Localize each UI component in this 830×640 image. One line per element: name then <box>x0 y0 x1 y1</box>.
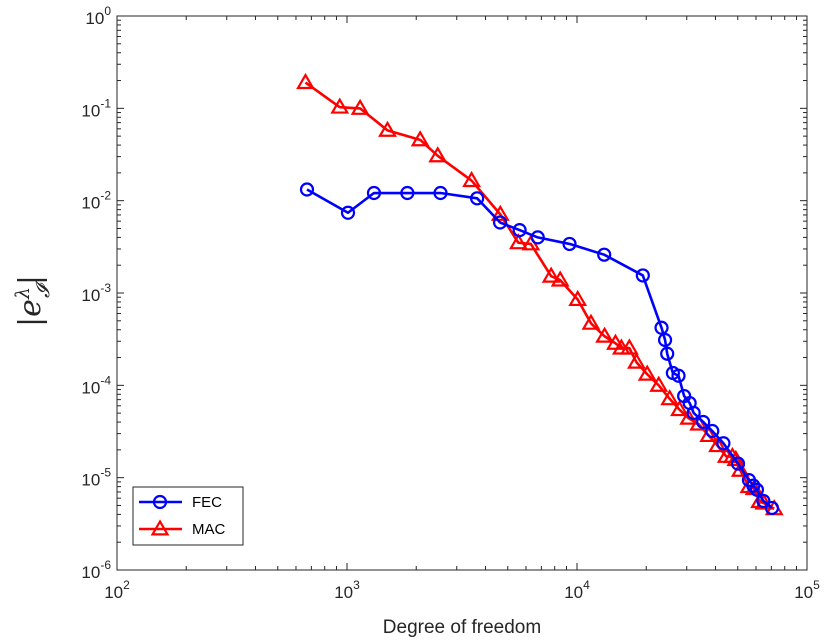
series-fec <box>299 182 780 516</box>
y-tick-label: 10-4 <box>81 373 111 397</box>
fec-point <box>635 268 650 283</box>
x-tick-label: 104 <box>564 578 590 602</box>
data-series <box>296 72 784 516</box>
fec-point <box>671 368 686 383</box>
y-label-base: e <box>13 299 48 317</box>
mac-point <box>637 364 657 381</box>
fec-point <box>470 191 485 206</box>
mac-point <box>679 408 699 425</box>
legend-entry-fec: FEC <box>139 494 222 511</box>
fec-point <box>660 346 675 361</box>
mac-point <box>670 399 689 417</box>
fec-point <box>696 414 711 430</box>
fec-point <box>512 222 527 238</box>
y-label-open-bar: | <box>13 317 48 327</box>
mac-point <box>708 435 727 453</box>
plot-area <box>116 15 808 571</box>
y-tick-label: 10-3 <box>81 281 111 305</box>
x-tick-labels: 102 103 104 105 <box>104 578 820 602</box>
legend-entry-mac: MAC <box>139 519 226 538</box>
y-tick-label: 10-5 <box>81 466 111 490</box>
fec-point <box>686 405 701 420</box>
mac-point <box>689 414 709 431</box>
y-label-superscript: λ <box>12 287 34 300</box>
fec-point <box>654 320 669 335</box>
x-tick-label: 103 <box>334 578 360 602</box>
y-axis-label: |eλ𝓘| <box>12 275 54 327</box>
fec-point <box>749 482 765 497</box>
fec-point <box>299 182 315 197</box>
fec-point <box>492 215 508 230</box>
y-label-close-bar: | <box>13 275 48 285</box>
svg-text:|eλ𝓘|: |eλ𝓘| <box>12 275 54 327</box>
mac-point <box>462 170 481 188</box>
y-tick-label: 10-6 <box>81 558 111 582</box>
x-axis-label: Degree of freedom <box>383 617 541 638</box>
mac-point <box>660 389 680 406</box>
fec-point <box>433 185 448 201</box>
fec-point <box>597 247 612 262</box>
x-tick-label: 105 <box>794 578 820 602</box>
mac-point <box>649 375 669 392</box>
mac-point <box>754 493 774 510</box>
mac-point <box>568 289 588 307</box>
legend-marker-fec <box>152 494 168 510</box>
y-tick-label: 100 <box>85 4 111 28</box>
fec-point <box>400 185 415 201</box>
mac-point <box>508 233 528 250</box>
fec-point <box>716 436 731 451</box>
mac-point <box>581 313 601 330</box>
fec-point <box>657 332 673 348</box>
fec-point <box>705 423 720 439</box>
mac-point <box>410 130 430 147</box>
fec-point <box>730 456 746 471</box>
mac-point <box>550 270 570 287</box>
mac-point <box>490 204 510 221</box>
y-tick-label: 10-2 <box>81 189 111 213</box>
fec-point <box>530 230 545 245</box>
mac-point <box>378 120 397 137</box>
fec-point <box>562 236 577 252</box>
mac-point <box>627 352 646 369</box>
x-tick-label: 102 <box>104 578 130 602</box>
legend-label-mac: MAC <box>192 521 226 538</box>
fec-point <box>366 185 382 201</box>
mac-point <box>699 425 719 443</box>
fec-point <box>340 205 356 220</box>
tick-marks <box>116 16 807 571</box>
legend-box <box>132 486 244 546</box>
y-tick-labels: 10-6 10-5 10-4 10-3 10-2 10-1 100 <box>81 4 111 582</box>
fec-point <box>746 478 761 493</box>
mac-point <box>541 266 561 283</box>
legend: FEC MAC <box>132 486 244 546</box>
fec-point <box>756 493 771 509</box>
fec-point <box>764 500 780 516</box>
legend-marker-mac <box>150 519 170 536</box>
mac-point <box>296 72 315 90</box>
mac-point <box>428 146 448 163</box>
mac-point <box>619 338 639 355</box>
mac-point <box>330 97 350 114</box>
mac-point <box>350 98 370 115</box>
y-tick-label: 10-1 <box>81 96 111 120</box>
mac-point <box>595 326 614 343</box>
legend-label-fec: FEC <box>192 494 222 511</box>
